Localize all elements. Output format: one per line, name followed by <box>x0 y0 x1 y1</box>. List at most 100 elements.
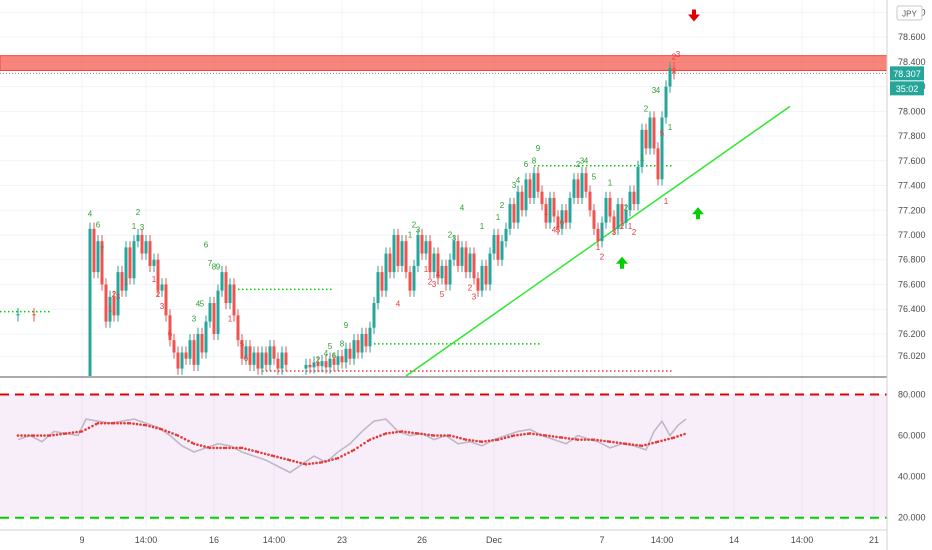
candle <box>136 228 140 248</box>
candle-body <box>276 358 280 369</box>
rsi-ma-dot <box>628 442 631 446</box>
rsi-ma-dot <box>635 443 638 447</box>
candle <box>220 265 224 297</box>
rsi-ma-dot <box>135 422 139 426</box>
rsi-ma-dot <box>574 438 578 441</box>
candle-body <box>272 346 276 359</box>
rsi-ma-dot <box>375 435 379 439</box>
rsi-ma-dot <box>455 436 459 439</box>
td-count-label: 6 <box>524 160 529 169</box>
candle-body <box>496 235 500 260</box>
rsi-tick-label: 40.000 <box>898 472 926 482</box>
rsi-ma-dot <box>283 457 286 461</box>
td-count-label: 4 <box>396 300 401 309</box>
rsi-ma-dot <box>448 434 452 437</box>
rsi-ma-dot <box>587 438 590 441</box>
currency-box[interactable]: JPY <box>896 5 923 21</box>
rsi-ma-dot <box>667 437 670 441</box>
rsi-ma-dot <box>247 448 251 451</box>
price-tick-label: 76.800 <box>898 255 926 265</box>
candle-body <box>336 356 340 365</box>
candle-body <box>208 303 212 322</box>
rsi-ma-dot <box>64 432 68 435</box>
time-tick-label: 14:00 <box>135 535 158 545</box>
rsi-ma-dot <box>388 431 391 435</box>
td-count-label: 2 <box>672 52 677 61</box>
td-count-label: 2 <box>576 160 581 169</box>
rsi-ma-dot <box>592 438 596 441</box>
candle <box>388 247 392 279</box>
rsi-ma-dot <box>94 422 98 426</box>
rsi-ma-dot <box>238 446 242 450</box>
candle-body <box>476 278 480 291</box>
td-count-label: 3 <box>676 50 681 59</box>
candle-body <box>416 235 420 266</box>
candle <box>656 142 660 186</box>
td-count-label: 4 <box>460 203 465 212</box>
td-count-label: 1 <box>124 277 129 286</box>
rsi-ma-dot <box>231 446 235 450</box>
td-count-label: 3 <box>612 228 617 237</box>
candle <box>404 235 408 279</box>
rsi-ma-dot <box>27 434 30 437</box>
candle <box>104 278 108 328</box>
candle-body <box>624 210 628 223</box>
candle <box>432 247 436 279</box>
rsi-ma-dot <box>564 436 567 440</box>
candle <box>668 61 672 93</box>
rsi-tick-label: 80.000 <box>898 389 926 399</box>
rsi-ma-dot <box>462 437 466 441</box>
rsi-ma-dot <box>480 440 484 443</box>
td-count-label: 3 <box>192 315 197 324</box>
candle-body <box>432 253 436 273</box>
rsi-ma-dot <box>500 437 503 441</box>
resistance-zone <box>0 55 888 71</box>
td-count-label: 1 <box>608 179 613 188</box>
rsi-ma-dot <box>640 444 644 448</box>
candle <box>108 290 112 328</box>
rsi-ma-dot <box>395 430 398 434</box>
candle <box>308 358 312 374</box>
rsi-ma-dot <box>603 439 606 443</box>
candle <box>328 352 332 374</box>
candle-body <box>596 228 600 242</box>
candle <box>484 259 488 291</box>
candle <box>384 247 388 297</box>
rsi-ma-dot <box>510 434 514 438</box>
td-count-label: 1 <box>424 265 429 274</box>
rsi-ma-dot <box>535 433 539 436</box>
rsi-ma-dot <box>331 458 334 461</box>
rsi-ma-dot <box>39 434 43 437</box>
candle <box>248 340 252 372</box>
price-tick-label: 77.000 <box>898 230 926 240</box>
time-tick-label: 7 <box>599 535 604 545</box>
candle <box>612 210 616 235</box>
rsi-ma-dot <box>20 434 23 437</box>
candle-body <box>520 191 524 211</box>
buy-arrow-icon <box>692 207 704 220</box>
rsi-ma-dot <box>619 441 622 445</box>
candle-body <box>360 333 364 353</box>
candle-body <box>32 314 36 316</box>
rsi-ma-dot <box>279 456 283 460</box>
candle <box>520 185 524 217</box>
candle-body <box>408 272 412 291</box>
rsi-ma-dot <box>164 429 167 433</box>
td-count-label: 4 <box>436 270 441 279</box>
candle-body <box>388 253 392 273</box>
candle <box>340 350 344 369</box>
candle <box>320 354 324 373</box>
candle <box>572 173 576 205</box>
candle-body <box>608 197 612 217</box>
rsi-ma-dot <box>187 439 190 443</box>
rsi-ma-dot <box>46 434 50 437</box>
rsi-ma-dot <box>548 434 551 438</box>
rsi-ma-dot <box>276 455 279 459</box>
td-count-label: 4 <box>324 349 329 358</box>
candle <box>148 235 152 273</box>
td-count-label: 7 <box>208 259 213 268</box>
candle <box>496 228 500 266</box>
candle-body <box>200 333 204 353</box>
